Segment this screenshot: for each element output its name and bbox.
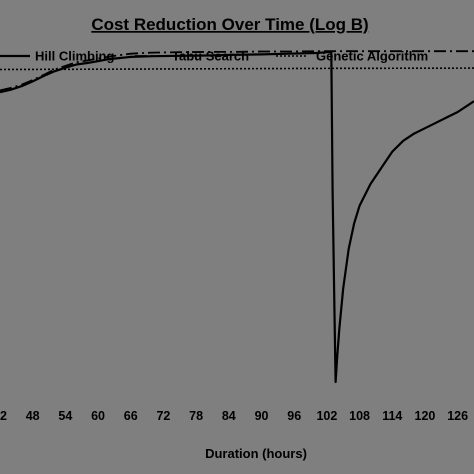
x-tick-label: 96 (287, 409, 301, 423)
x-axis-label: Duration (hours) (205, 446, 307, 461)
series-line-hill-climbing (0, 50, 474, 384)
legend-label-genetic-algorithm: Genetic Algorithm (316, 49, 428, 64)
x-tick-label: 66 (124, 409, 138, 423)
series-line-tabu-search (0, 50, 474, 92)
x-tick-label: 108 (349, 409, 370, 423)
x-tick-label: 60 (91, 409, 105, 423)
x-tick-label: 84 (222, 409, 236, 423)
series-line-genetic-algorithm (0, 67, 474, 71)
x-tick-label: 42 (0, 409, 7, 423)
x-tick-label: 54 (58, 409, 72, 423)
x-tick-label: 90 (255, 409, 269, 423)
chart-title: Cost Reduction Over Time (Log B) (91, 15, 368, 34)
x-tick-label: 102 (316, 409, 337, 423)
x-tick-label: 126 (447, 409, 468, 423)
x-tick-label: 114 (382, 409, 402, 423)
x-tick-label: 72 (156, 409, 170, 423)
x-axis-ticks: 42 48 54 60 66 72 78 84 90 96 102 108 114 120 126 (0, 409, 468, 423)
x-tick-label: 120 (415, 409, 436, 423)
legend-label-hill-climbing: Hill Climbing (35, 49, 115, 64)
x-tick-label: 78 (189, 409, 203, 423)
legend: Hill Climbing Tabu Search Genetic Algorith… (0, 49, 428, 64)
x-tick-label: 48 (26, 409, 40, 423)
plot-area (0, 50, 474, 384)
